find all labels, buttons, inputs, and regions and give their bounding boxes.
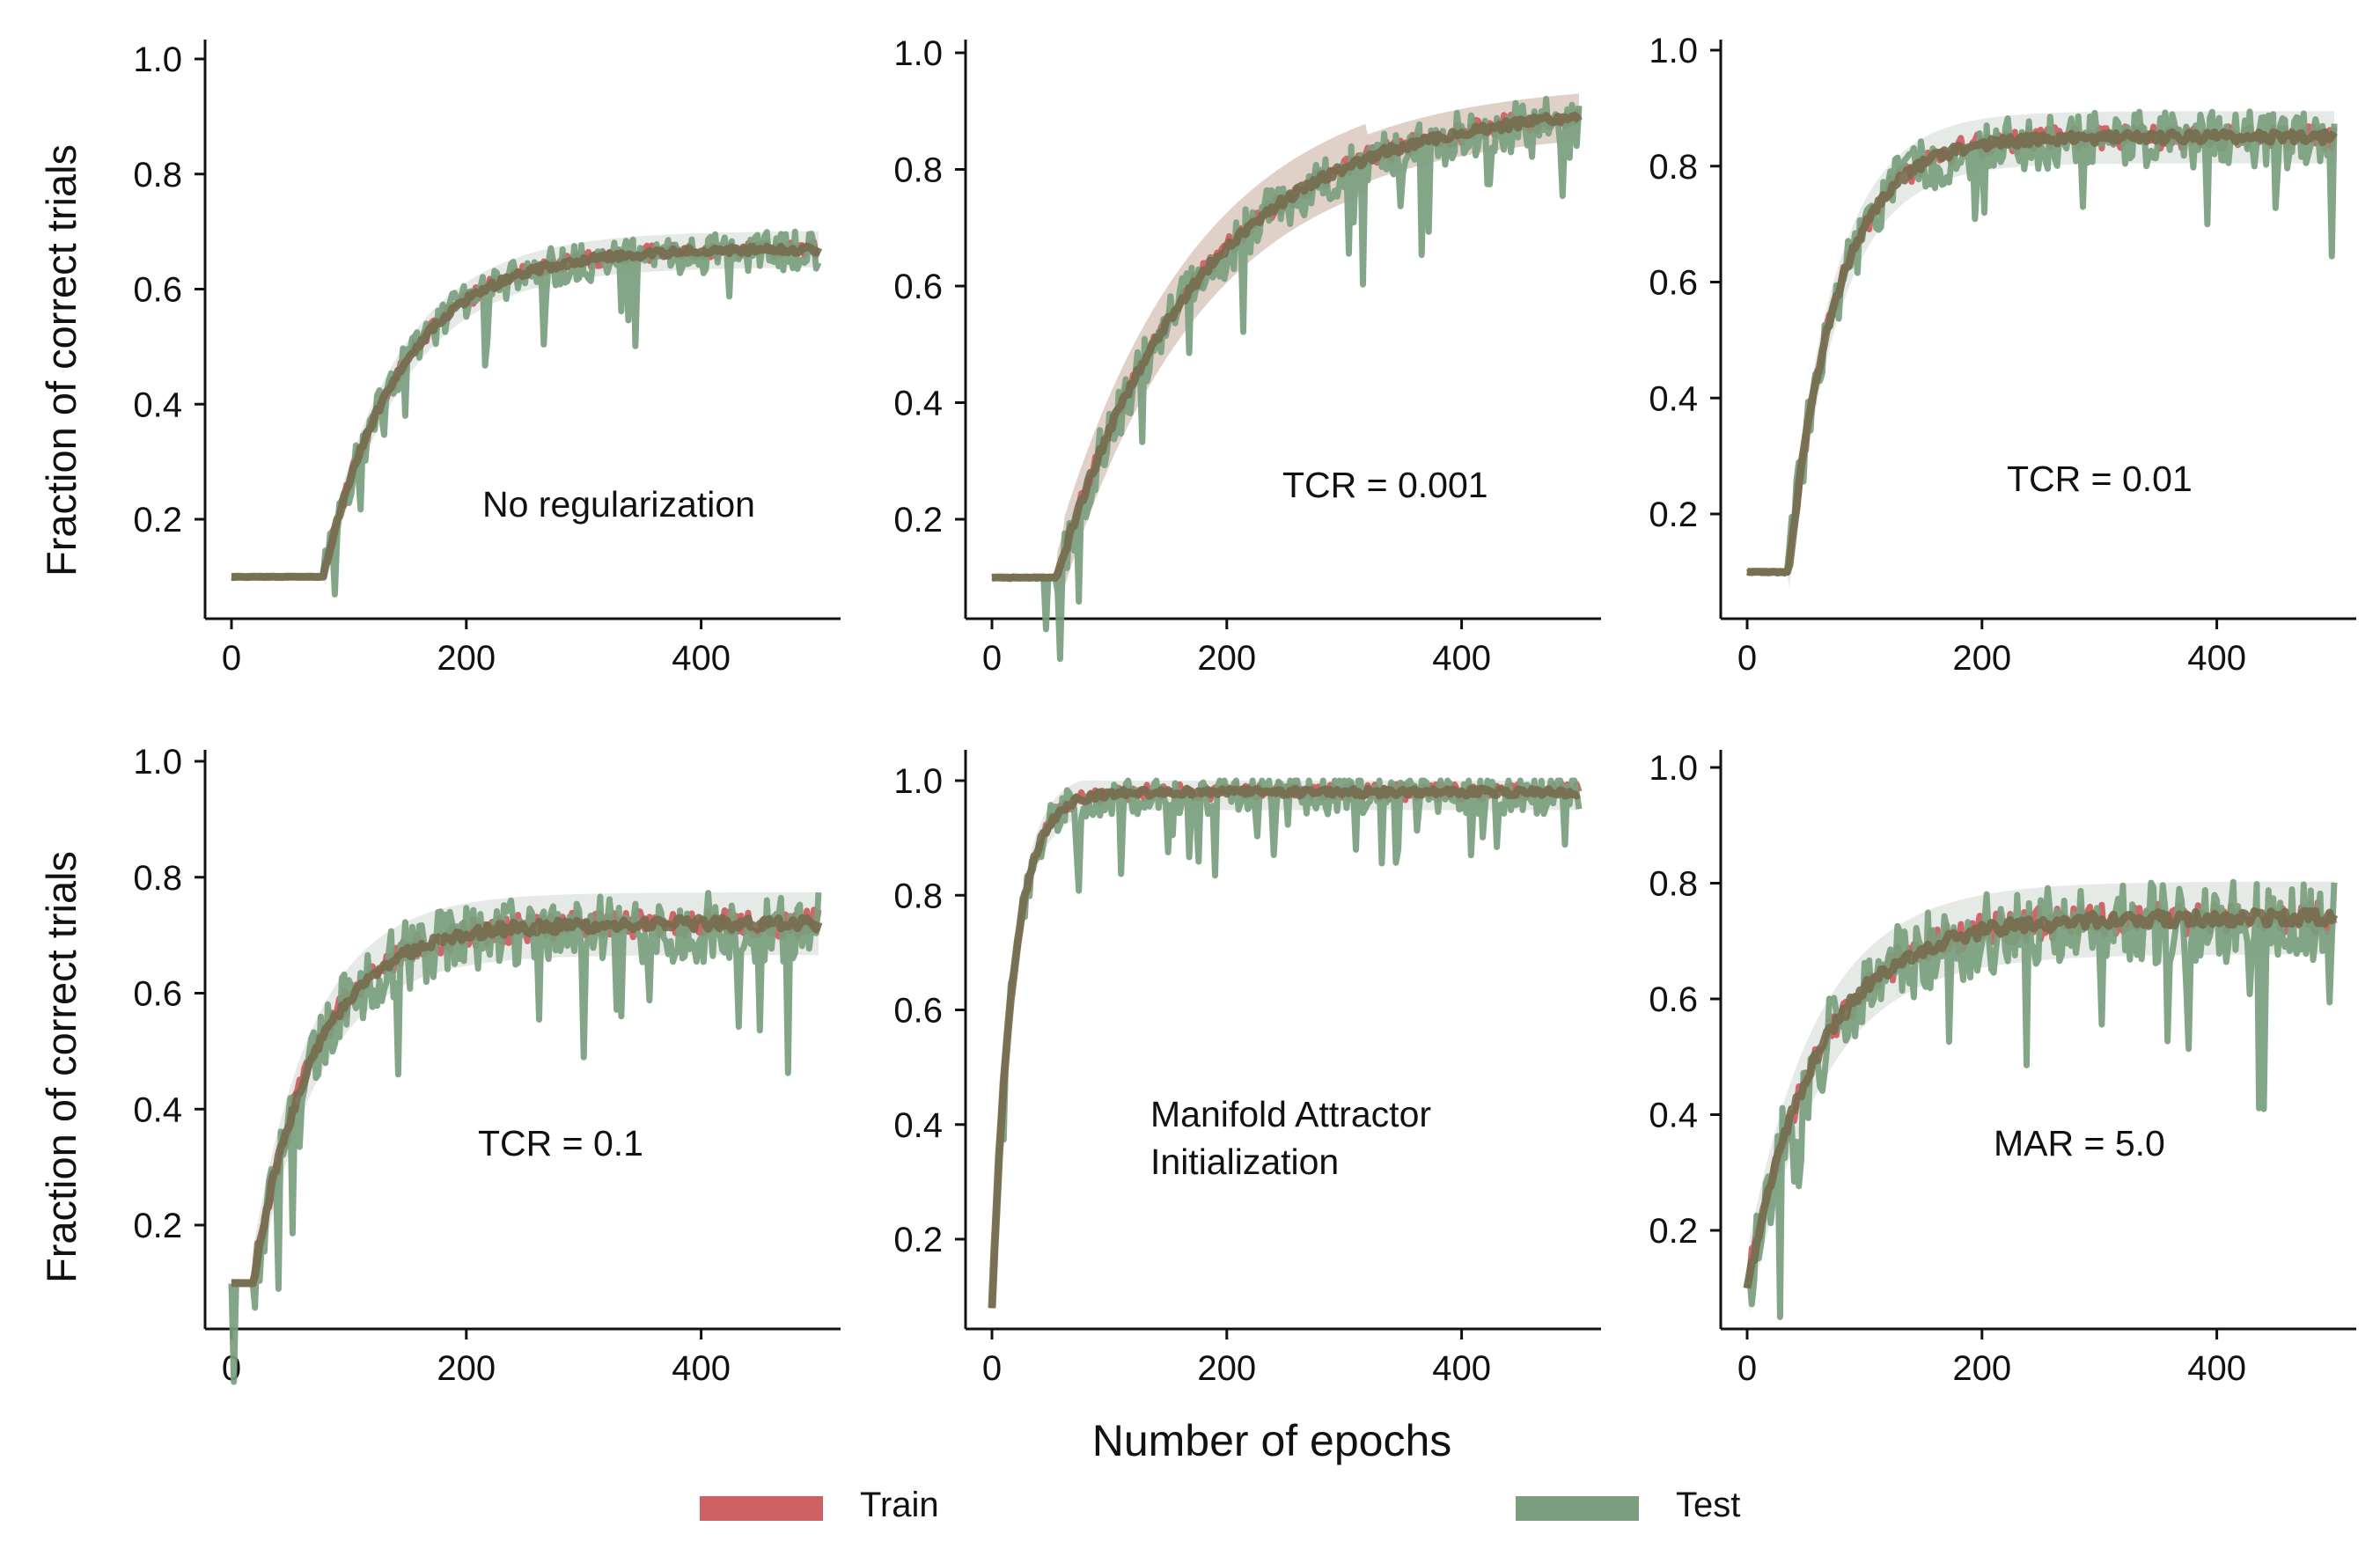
y-axis-label-bottom: Fraction of correct trials <box>38 850 84 1283</box>
x-tick-label: 0 <box>982 639 1002 678</box>
y-tick-label: 0.2 <box>133 1207 182 1245</box>
legend-swatch-test <box>1516 1496 1639 1521</box>
x-tick-label: 400 <box>672 639 731 678</box>
x-tick-label: 400 <box>1432 639 1491 678</box>
panel-annotation: MAR = 5.0 <box>1994 1123 2165 1163</box>
y-tick-label: 0.6 <box>133 271 182 310</box>
y-tick-label: 0.4 <box>893 385 943 423</box>
x-tick-label: 200 <box>1197 639 1256 678</box>
y-tick-label: 1.0 <box>1649 749 1698 788</box>
y-tick-label: 0.8 <box>1649 865 1698 904</box>
panel-2: 0.2 0.4 0.6 0.8 1.0 0 200 400 TCR = 0.001 <box>893 34 1601 678</box>
x-tick-label: 200 <box>1952 639 2011 678</box>
legend-swatch-train <box>700 1496 823 1521</box>
y-tick-label: 1.0 <box>1649 32 1698 70</box>
series-test-line <box>988 777 1583 1309</box>
y-tick-label: 0.4 <box>893 1106 943 1145</box>
y-tick-label: 0.2 <box>133 501 182 539</box>
y-tick-label: 0.6 <box>893 992 943 1031</box>
y-axis-label-top: Fraction of correct trials <box>38 143 84 576</box>
y-tick-label: 0.2 <box>1649 495 1698 534</box>
x-tick-label: 0 <box>982 1349 1002 1388</box>
y-tick-label: 0.8 <box>133 156 182 194</box>
x-tick-label: 200 <box>1952 1349 2011 1388</box>
x-tick-label: 200 <box>437 639 496 678</box>
legend-label-train: Train <box>860 1486 939 1524</box>
panel-annotation: TCR = 0.001 <box>1282 465 1488 505</box>
y-tick-label: 1.0 <box>893 34 943 73</box>
y-tick-label: 0.4 <box>133 1090 182 1129</box>
series-overlap-line <box>1745 128 2338 576</box>
y-tick-label: 0.6 <box>1649 980 1698 1019</box>
series-train-line <box>231 906 822 1288</box>
series-test-line <box>1744 878 2338 1320</box>
series-overlap-line <box>990 111 1583 582</box>
series-overlap-line <box>988 784 1581 1309</box>
panel-annotation: TCR = 0.1 <box>478 1123 643 1163</box>
series-overlap-line <box>1743 906 2339 1289</box>
x-tick-label: 0 <box>1737 1349 1757 1388</box>
panel-annotation: TCR = 0.01 <box>2007 459 2193 499</box>
series-overlap-line <box>230 914 823 1288</box>
legend-label-test: Test <box>1676 1486 1741 1524</box>
y-tick-label: 0.8 <box>133 859 182 898</box>
y-tick-label: 1.0 <box>133 40 182 79</box>
series-test-line <box>231 228 822 598</box>
panel-5: 0.2 0.4 0.6 0.8 1.0 0 200 400 Manifold Attractor… <box>893 750 1601 1388</box>
y-tick-label: 0.4 <box>133 385 182 424</box>
panel-annotation: Initialization <box>1150 1141 1339 1182</box>
series-overlap-line <box>230 242 823 582</box>
x-tick-label: 200 <box>437 1349 496 1388</box>
x-tick-label: 400 <box>2187 1349 2246 1388</box>
series-band <box>1747 881 2334 1313</box>
y-tick-label: 1.0 <box>133 743 182 782</box>
y-tick-label: 0.8 <box>1649 148 1698 187</box>
y-tick-label: 0.6 <box>1649 264 1698 303</box>
x-tick-label: 400 <box>672 1349 731 1388</box>
series-test-line <box>1745 108 2338 577</box>
y-tick-label: 0.2 <box>893 1221 943 1259</box>
series-train-line <box>1746 122 2338 576</box>
series-band <box>1747 111 2334 588</box>
x-tick-label: 200 <box>1197 1349 1256 1388</box>
y-tick-label: 0.4 <box>1649 379 1698 418</box>
x-tick-label: 0 <box>222 639 241 678</box>
panel-annotation: No regularization <box>482 484 755 525</box>
y-tick-label: 0.6 <box>133 975 182 1014</box>
x-tick-label: 400 <box>2187 639 2246 678</box>
panel-3: 0.2 0.4 0.6 0.8 1.0 0 200 400 TCR = 0.01 <box>1649 32 2356 678</box>
y-tick-label: 0.2 <box>1649 1212 1698 1251</box>
series-band <box>992 781 1579 1310</box>
panel-6: 0.2 0.4 0.6 0.8 1.0 0 200 400 MAR = 5.0 <box>1649 749 2356 1388</box>
panel-annotation: Manifold Attractor <box>1150 1094 1431 1134</box>
y-tick-label: 1.0 <box>893 762 943 801</box>
y-tick-label: 0.8 <box>893 877 943 915</box>
y-tick-label: 0.2 <box>893 501 943 539</box>
y-tick-label: 0.6 <box>893 268 943 306</box>
x-tick-label: 0 <box>1737 639 1757 678</box>
x-tick-label: 400 <box>1432 1349 1491 1388</box>
panel-1: 0.2 0.4 0.6 0.8 1.0 0 200 400 No regularization <box>133 40 841 678</box>
y-tick-label: 0.4 <box>1649 1097 1698 1135</box>
x-axis-label: Number of epochs <box>1091 1416 1452 1465</box>
y-tick-label: 0.8 <box>893 151 943 190</box>
